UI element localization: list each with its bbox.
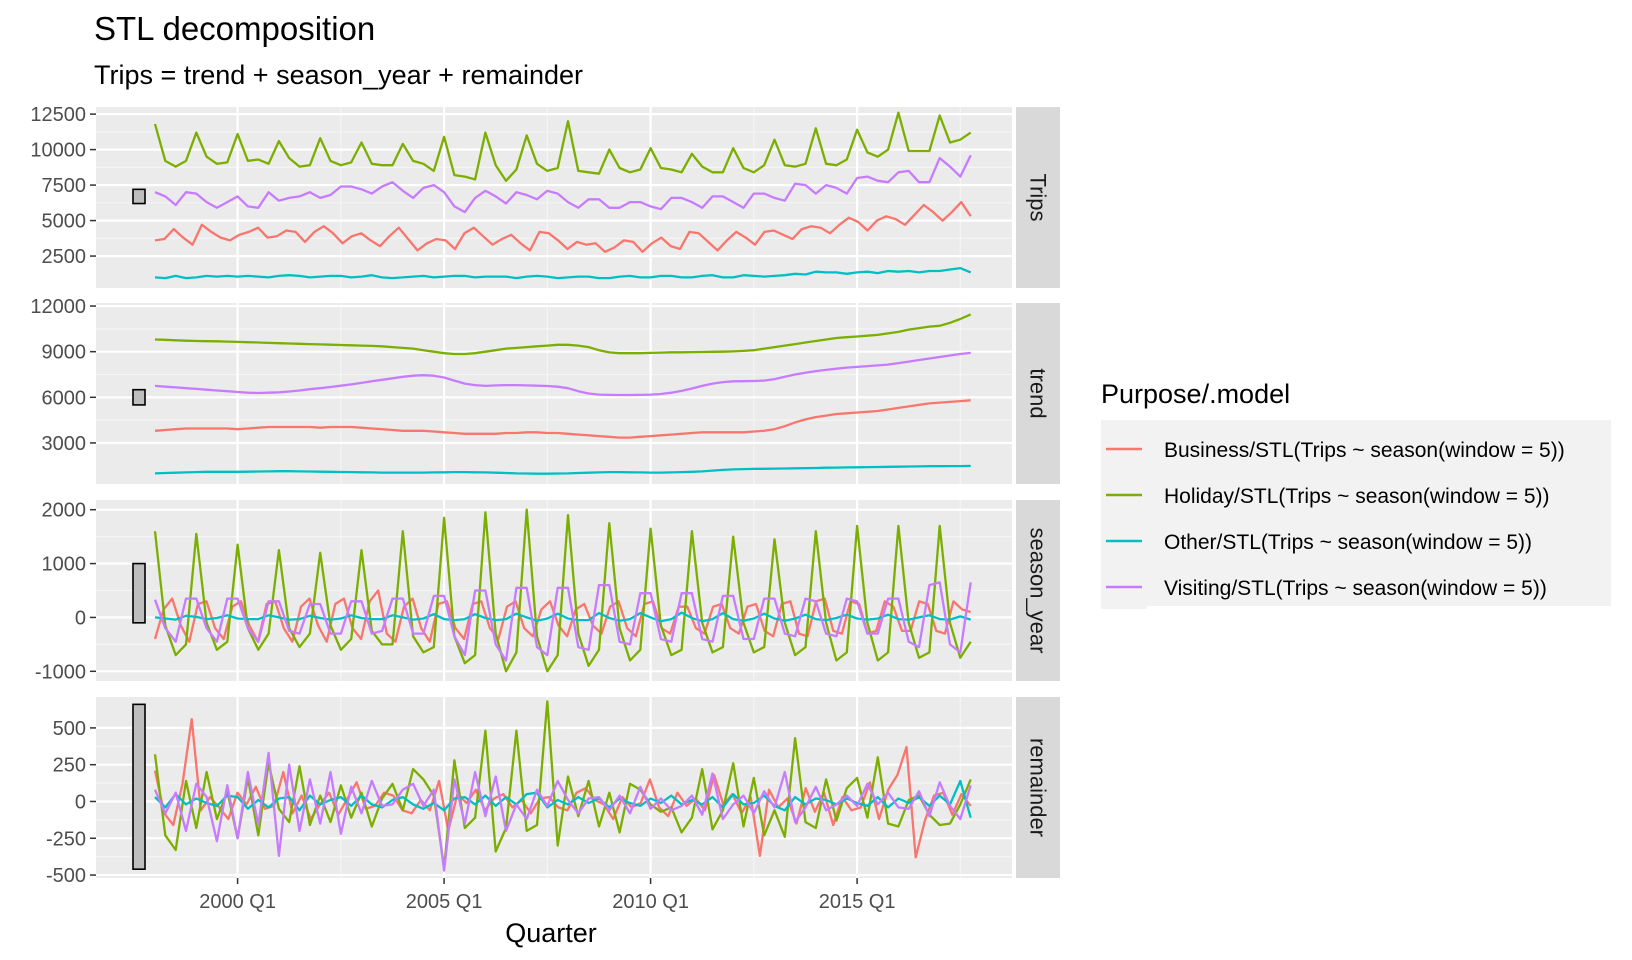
facet-strip-label: Trips — [1026, 173, 1051, 221]
y-tick-label: -1000 — [35, 661, 86, 683]
chart-subtitle: Trips = trend + season_year + remainder — [94, 60, 583, 90]
series-line-visiting — [154, 154, 972, 214]
series-line-visiting — [153, 751, 972, 872]
x-tick-label: 2015 Q1 — [819, 891, 896, 913]
y-tick-label: 3000 — [42, 433, 87, 455]
facet-strip — [1016, 500, 1060, 681]
facet-strip-label: season_year — [1026, 528, 1051, 654]
series-line-other — [154, 266, 972, 280]
facet-strip — [1016, 107, 1060, 288]
series-line-holiday — [153, 111, 972, 182]
panel-trend: 3000 6000 9000 12000 trend — [30, 296, 1060, 484]
x-axis-title: Quarter — [505, 918, 597, 948]
series-line-holiday — [153, 700, 972, 869]
legend: Purpose/.model Business/STL(Trips ~ seas… — [1101, 379, 1611, 609]
series-line-business — [154, 200, 972, 253]
y-tick-label: -500 — [46, 865, 86, 887]
x-axis: 2000 Q1 2005 Q1 2010 Q1 2015 Q1 — [199, 878, 895, 913]
legend-entry-label: Visiting/STL(Trips ~ season(window = 5)) — [1164, 577, 1547, 600]
legend-key-background — [1101, 420, 1611, 606]
x-tick-label: 2005 Q1 — [406, 891, 483, 913]
series-line-other — [154, 611, 972, 623]
legend-entry-label: Holiday/STL(Trips ~ season(window = 5)) — [1164, 485, 1550, 508]
panel-season-year: -1000 0 1000 2000 season_year — [35, 500, 1060, 683]
scale-bar — [132, 562, 146, 624]
panel-Trips: 2500 5000 7500 10000 12500 Trips — [30, 104, 1060, 288]
legend-entry-label: Other/STL(Trips ~ season(window = 5)) — [1164, 531, 1532, 554]
scale-bar — [132, 188, 146, 205]
y-tick-label: 9000 — [42, 342, 87, 364]
y-tick-label: 7500 — [42, 175, 87, 197]
series-line-visiting — [153, 581, 972, 662]
series-line-other — [154, 779, 972, 819]
y-tick-label: 10000 — [30, 140, 86, 162]
y-tick-label: -250 — [46, 828, 86, 850]
y-tick-label: 12000 — [30, 296, 86, 318]
y-tick-label: 500 — [53, 718, 86, 740]
x-tick-label: 2000 Q1 — [199, 891, 276, 913]
y-tick-label: 0 — [75, 607, 86, 629]
y-tick-label: 1000 — [42, 554, 87, 576]
scale-bar — [132, 388, 146, 406]
y-tick-label: 5000 — [42, 211, 87, 233]
facet-strip — [1016, 697, 1060, 878]
facet-strip — [1016, 303, 1060, 484]
y-tick-label: 2000 — [42, 500, 87, 522]
series-line-visiting — [154, 351, 971, 397]
y-tick-label: 2500 — [42, 246, 87, 268]
y-tick-label: 0 — [75, 791, 86, 813]
scale-bar — [132, 703, 146, 870]
facet-strip-label: remainder — [1026, 738, 1051, 837]
legend-title: Purpose/.model — [1101, 379, 1290, 409]
x-tick-label: 2010 Q1 — [612, 891, 689, 913]
series-line-business — [154, 399, 971, 439]
facet-panels: 2500500075001000012500Trips3000600090001… — [30, 104, 1060, 887]
y-tick-label: 6000 — [42, 387, 87, 409]
y-tick-label: 12500 — [30, 104, 86, 126]
series-line-business — [153, 589, 972, 643]
panel-remainder: -500 -250 0 250 500 remainder — [46, 697, 1060, 887]
panel-background — [96, 303, 1012, 484]
legend-entry-label: Business/STL(Trips ~ season(window = 5)) — [1164, 439, 1565, 462]
series-line-holiday — [154, 313, 972, 356]
series-line-other — [154, 464, 971, 475]
chart-title: STL decomposition — [94, 10, 375, 47]
y-tick-label: 250 — [53, 755, 86, 777]
facet-strip-label: trend — [1026, 368, 1051, 418]
